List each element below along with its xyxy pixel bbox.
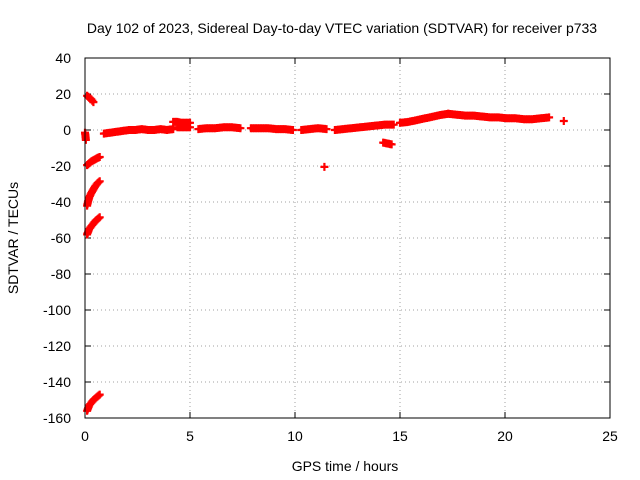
x-tick-label: 15 (392, 428, 408, 444)
data-point (89, 98, 98, 107)
y-tick-label: -140 (43, 374, 71, 390)
data-point (559, 117, 568, 125)
y-tick-label: 20 (55, 86, 71, 102)
data-point (95, 390, 104, 399)
data-points (81, 91, 568, 415)
y-tick-label: -40 (51, 194, 71, 210)
y-tick-label: -160 (43, 410, 71, 426)
data-point (95, 177, 104, 186)
x-tick-label: 10 (287, 428, 303, 444)
chart-title: Day 102 of 2023, Sidereal Day-to-day VTE… (87, 20, 597, 36)
x-axis-label: GPS time / hours (292, 458, 399, 474)
x-tick-label: 20 (497, 428, 513, 444)
x-tick-label: 0 (81, 428, 89, 444)
data-point (389, 120, 398, 129)
data-point (545, 113, 554, 122)
x-tick-label: 25 (602, 428, 618, 444)
x-tick-labels: 0 5 10 15 20 25 (81, 428, 618, 444)
data-point (236, 124, 245, 133)
data-point (320, 162, 329, 171)
y-tick-label: -120 (43, 338, 71, 354)
y-tick-label: -100 (43, 302, 71, 318)
data-point (169, 125, 178, 134)
data-point (95, 153, 104, 161)
data-point (81, 135, 90, 144)
data-point (288, 126, 297, 134)
y-tick-labels: 40 20 0 -20 -40 -60 -80 -100 -120 -140 -160 (43, 50, 71, 426)
data-point (186, 123, 194, 132)
plot-border (84, 57, 611, 419)
y-tick-label: -80 (51, 266, 71, 282)
y-tick-label: 0 (63, 122, 71, 138)
y-axis-label: SDTVAR / TECUs (5, 182, 21, 294)
y-tick-label: 40 (55, 50, 71, 66)
data-point (95, 213, 104, 222)
y-tick-label: -60 (51, 230, 71, 246)
data-point (387, 140, 396, 149)
data-point (322, 125, 331, 134)
x-tick-label: 5 (186, 428, 194, 444)
y-tick-label: -20 (51, 158, 71, 174)
